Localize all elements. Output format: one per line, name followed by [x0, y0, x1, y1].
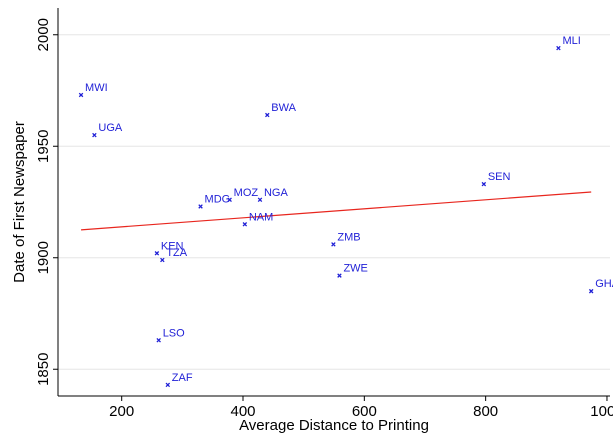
scatter-point: LSO [156, 327, 185, 343]
point-label: MWI [85, 82, 108, 94]
point-label: SEN [488, 171, 511, 183]
point-label: MOZ [234, 187, 259, 199]
point-marker [257, 197, 263, 203]
point-marker [556, 45, 561, 51]
y-axis-title: Date of First Newspaper [11, 121, 28, 283]
point-marker [198, 204, 203, 209]
scatter-point: MDG [198, 193, 231, 209]
scatter-point: MWI [78, 82, 108, 98]
point-marker [331, 242, 336, 247]
point-label: MDG [205, 193, 231, 205]
point-label: NAM [249, 211, 273, 223]
point-label: BWA [271, 102, 296, 114]
scatter-point: ZAF [165, 372, 193, 388]
scatter-point: SEN [481, 171, 511, 187]
point-marker [156, 337, 161, 343]
point-marker [265, 112, 270, 118]
point-label: TZA [166, 247, 187, 259]
point-label: KEN [161, 240, 184, 252]
grid-lines [58, 34, 610, 370]
x-tick-label: 400 [230, 403, 255, 420]
x-axis-title: Average Distance to Printing [239, 417, 429, 434]
point-marker [481, 181, 487, 187]
y-tick-label: 1900 [35, 241, 52, 274]
scatter-point: BWA [265, 102, 297, 118]
fit-line [81, 191, 592, 231]
point-label: NGA [264, 187, 289, 199]
scatter-point: NGA [257, 187, 289, 203]
scatter-point: NAM [242, 211, 273, 227]
point-marker [160, 257, 165, 263]
x-tick-label: 600 [352, 403, 377, 420]
x-tick-label: 200 [109, 403, 134, 420]
scatter-point: ZMB [331, 231, 361, 247]
point-marker [165, 382, 171, 388]
point-marker [227, 197, 232, 203]
point-marker [78, 92, 84, 98]
x-ticks: 200 400 600 800 1000 [109, 396, 613, 420]
point-marker [92, 132, 97, 138]
scatter-point: TZA [160, 247, 188, 263]
y-tick-label: 2000 [35, 18, 52, 51]
scatter-point: KEN [154, 240, 184, 256]
x-tick-label: 800 [473, 403, 498, 420]
point-label: MLI [562, 35, 580, 47]
y-ticks: 1850 1900 1950 2000 [35, 18, 58, 386]
x-tick-label: 1000 [590, 403, 613, 420]
scatter-point: MOZ [227, 187, 259, 203]
point-label: UGA [98, 122, 123, 134]
point-label: ZWE [343, 263, 367, 275]
y-tick-label: 1850 [35, 353, 52, 386]
scatter-point: MLI [556, 35, 581, 51]
point-marker [588, 288, 594, 294]
point-marker [337, 273, 342, 278]
point-label: LSO [163, 327, 185, 339]
axes [57, 8, 610, 397]
point-label: ZMB [337, 231, 360, 243]
y-tick-label: 1950 [35, 130, 52, 163]
scatter-point: UGA [92, 122, 123, 138]
point-marker [154, 251, 160, 256]
point-label: GHA [595, 278, 613, 290]
scatter-point: ZWE [337, 263, 368, 278]
scatter-point: GHA [588, 278, 613, 294]
point-marker [242, 222, 248, 227]
point-label: ZAF [172, 372, 193, 384]
fit-line-layer [81, 191, 592, 231]
